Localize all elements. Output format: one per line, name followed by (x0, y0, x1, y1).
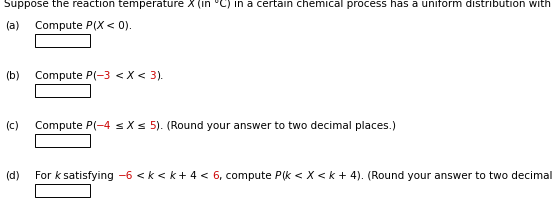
Text: k: k (169, 170, 176, 180)
Text: (c): (c) (5, 120, 19, 130)
Bar (35, 35, 90, 48)
Text: satisfying: satisfying (61, 170, 118, 180)
Text: Compute: Compute (35, 21, 86, 31)
Text: Suppose the reaction temperature: Suppose the reaction temperature (4, 0, 187, 9)
Text: For: For (35, 170, 55, 180)
Text: k: k (329, 170, 335, 180)
Text: (in °C) in a certain chemical process has a uniform distribution with: (in °C) in a certain chemical process ha… (194, 0, 552, 9)
Text: X: X (187, 0, 194, 9)
Bar (35, 134, 90, 147)
Text: P: P (86, 71, 92, 81)
Text: <: < (314, 170, 329, 180)
Text: P: P (86, 21, 92, 31)
Text: (: ( (281, 170, 285, 180)
Text: P: P (86, 120, 92, 130)
Text: 3: 3 (149, 71, 156, 81)
Text: P: P (275, 170, 281, 180)
Text: Compute: Compute (35, 71, 86, 81)
Text: X: X (96, 21, 103, 31)
Text: <: < (291, 170, 306, 180)
Bar (35, 85, 90, 98)
Text: (: ( (92, 71, 96, 81)
Text: X: X (127, 120, 134, 130)
Text: k: k (148, 170, 154, 180)
Text: −4: −4 (96, 120, 112, 130)
Text: (: ( (92, 21, 96, 31)
Text: (b): (b) (5, 71, 20, 81)
Text: (d): (d) (5, 170, 20, 180)
Text: k: k (55, 170, 61, 180)
Text: X: X (306, 170, 314, 180)
Text: ≤: ≤ (134, 120, 149, 130)
Text: + 4). (Round your answer to two decimal places.): + 4). (Round your answer to two decimal … (335, 170, 552, 180)
Text: ≤: ≤ (112, 120, 127, 130)
Text: <: < (154, 170, 169, 180)
Text: 6: 6 (213, 170, 219, 180)
Text: (: ( (92, 120, 96, 130)
Text: <: < (112, 71, 127, 81)
Text: ). (Round your answer to two decimal places.): ). (Round your answer to two decimal pla… (156, 120, 396, 130)
Text: X: X (127, 71, 134, 81)
Text: < 0).: < 0). (103, 21, 132, 31)
Text: <: < (134, 71, 149, 81)
Text: + 4 <: + 4 < (176, 170, 213, 180)
Text: <: < (133, 170, 148, 180)
Text: k: k (285, 170, 291, 180)
Text: −3: −3 (96, 71, 112, 81)
Text: −6: −6 (118, 170, 133, 180)
Text: (a): (a) (5, 21, 19, 31)
Text: Compute: Compute (35, 120, 86, 130)
Bar (35, 184, 90, 197)
Text: , compute: , compute (219, 170, 275, 180)
Text: ).: ). (156, 71, 163, 81)
Text: 5: 5 (149, 120, 156, 130)
